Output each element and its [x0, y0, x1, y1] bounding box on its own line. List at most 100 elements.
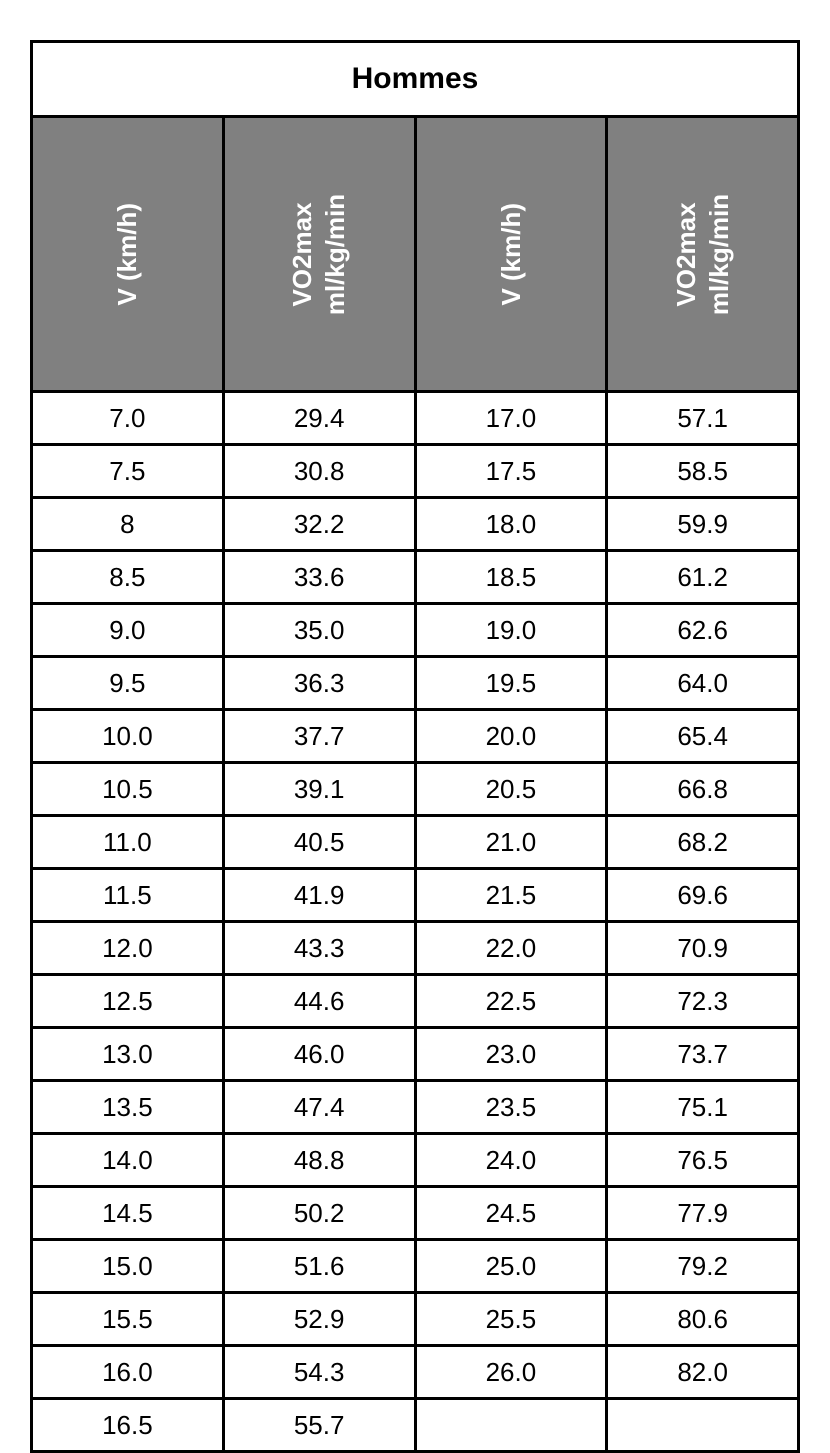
cell-vo2max-2: 59.9 [607, 498, 799, 551]
cell-speed-2 [415, 1399, 607, 1452]
cell-speed-2: 20.5 [415, 763, 607, 816]
col-header-vo2max-1-line2: ml/kg/min [320, 193, 350, 314]
table-row: 16.555.7 [32, 1399, 799, 1452]
cell-vo2max-2: 79.2 [607, 1240, 799, 1293]
title-row: Hommes [32, 42, 799, 117]
table-row: 15.552.925.580.6 [32, 1293, 799, 1346]
cell-vo2max-2: 73.7 [607, 1028, 799, 1081]
cell-vo2max-1: 33.6 [223, 551, 415, 604]
cell-speed-2: 21.0 [415, 816, 607, 869]
cell-speed-1: 16.0 [32, 1346, 224, 1399]
cell-vo2max-2: 57.1 [607, 392, 799, 445]
cell-vo2max-2 [607, 1399, 799, 1452]
cell-speed-1: 12.5 [32, 975, 224, 1028]
cell-speed-1: 13.0 [32, 1028, 224, 1081]
cell-speed-1: 12.0 [32, 922, 224, 975]
cell-vo2max-2: 62.6 [607, 604, 799, 657]
cell-vo2max-2: 61.2 [607, 551, 799, 604]
cell-speed-1: 11.0 [32, 816, 224, 869]
cell-speed-1: 7.5 [32, 445, 224, 498]
cell-speed-1: 14.0 [32, 1134, 224, 1187]
cell-speed-1: 11.5 [32, 869, 224, 922]
table-row: 14.048.824.076.5 [32, 1134, 799, 1187]
cell-vo2max-1: 55.7 [223, 1399, 415, 1452]
table-row: 13.547.423.575.1 [32, 1081, 799, 1134]
col-header-vo2max-1-line1: VO2max [288, 202, 318, 306]
cell-speed-2: 25.5 [415, 1293, 607, 1346]
cell-speed-2: 22.5 [415, 975, 607, 1028]
cell-vo2max-2: 64.0 [607, 657, 799, 710]
cell-speed-1: 15.5 [32, 1293, 224, 1346]
table-row: 12.043.322.070.9 [32, 922, 799, 975]
col-header-vo2max-1: VO2max ml/kg/min [223, 117, 415, 392]
cell-vo2max-1: 48.8 [223, 1134, 415, 1187]
cell-speed-1: 10.5 [32, 763, 224, 816]
cell-vo2max-1: 40.5 [223, 816, 415, 869]
table-row: 11.040.521.068.2 [32, 816, 799, 869]
col-header-vo2max-2-line1: VO2max [671, 202, 701, 306]
cell-vo2max-2: 69.6 [607, 869, 799, 922]
cell-speed-2: 23.0 [415, 1028, 607, 1081]
table-row: 15.051.625.079.2 [32, 1240, 799, 1293]
cell-speed-1: 7.0 [32, 392, 224, 445]
cell-vo2max-1: 41.9 [223, 869, 415, 922]
col-header-vo2max-1-label: VO2max ml/kg/min [287, 193, 352, 314]
cell-vo2max-2: 72.3 [607, 975, 799, 1028]
cell-vo2max-2: 77.9 [607, 1187, 799, 1240]
cell-speed-2: 17.0 [415, 392, 607, 445]
cell-speed-1: 16.5 [32, 1399, 224, 1452]
table-row: 7.029.417.057.1 [32, 392, 799, 445]
cell-speed-1: 10.0 [32, 710, 224, 763]
cell-speed-2: 18.0 [415, 498, 607, 551]
cell-vo2max-2: 82.0 [607, 1346, 799, 1399]
table-row: 9.536.319.564.0 [32, 657, 799, 710]
cell-vo2max-1: 54.3 [223, 1346, 415, 1399]
cell-vo2max-2: 76.5 [607, 1134, 799, 1187]
cell-vo2max-1: 29.4 [223, 392, 415, 445]
table-row: 9.035.019.062.6 [32, 604, 799, 657]
col-header-speed-1-line1: V (km/h) [112, 203, 142, 306]
table-title: Hommes [32, 42, 799, 117]
cell-vo2max-1: 47.4 [223, 1081, 415, 1134]
cell-speed-1: 8.5 [32, 551, 224, 604]
col-header-vo2max-2-label: VO2max ml/kg/min [670, 193, 735, 314]
cell-speed-2: 22.0 [415, 922, 607, 975]
cell-speed-1: 9.5 [32, 657, 224, 710]
cell-speed-1: 14.5 [32, 1187, 224, 1240]
page: Hommes V (km/h) VO2max ml/kg/min V (km [0, 0, 830, 1411]
table-row: 11.541.921.569.6 [32, 869, 799, 922]
cell-vo2max-1: 36.3 [223, 657, 415, 710]
cell-vo2max-2: 68.2 [607, 816, 799, 869]
table-row: 14.550.224.577.9 [32, 1187, 799, 1240]
cell-vo2max-1: 44.6 [223, 975, 415, 1028]
col-header-vo2max-2: VO2max ml/kg/min [607, 117, 799, 392]
table-row: 7.530.817.558.5 [32, 445, 799, 498]
col-header-speed-2: V (km/h) [415, 117, 607, 392]
cell-vo2max-1: 46.0 [223, 1028, 415, 1081]
cell-vo2max-2: 75.1 [607, 1081, 799, 1134]
cell-speed-2: 24.5 [415, 1187, 607, 1240]
cell-speed-2: 23.5 [415, 1081, 607, 1134]
cell-speed-2: 21.5 [415, 869, 607, 922]
table-row: 12.544.622.572.3 [32, 975, 799, 1028]
table-row: 10.539.120.566.8 [32, 763, 799, 816]
table-row: 10.037.720.065.4 [32, 710, 799, 763]
col-header-speed-1-label: V (km/h) [111, 203, 144, 306]
table-row: 16.054.326.082.0 [32, 1346, 799, 1399]
cell-vo2max-1: 50.2 [223, 1187, 415, 1240]
cell-vo2max-1: 32.2 [223, 498, 415, 551]
cell-speed-2: 24.0 [415, 1134, 607, 1187]
cell-vo2max-2: 58.5 [607, 445, 799, 498]
table-row: 8.533.618.561.2 [32, 551, 799, 604]
vo2max-table: Hommes V (km/h) VO2max ml/kg/min V (km [30, 40, 800, 1453]
cell-vo2max-1: 52.9 [223, 1293, 415, 1346]
cell-speed-2: 17.5 [415, 445, 607, 498]
col-header-speed-1: V (km/h) [32, 117, 224, 392]
cell-vo2max-1: 51.6 [223, 1240, 415, 1293]
cell-vo2max-1: 35.0 [223, 604, 415, 657]
header-row: V (km/h) VO2max ml/kg/min V (km/h) [32, 117, 799, 392]
cell-speed-1: 13.5 [32, 1081, 224, 1134]
cell-vo2max-2: 70.9 [607, 922, 799, 975]
cell-speed-2: 19.5 [415, 657, 607, 710]
cell-speed-2: 18.5 [415, 551, 607, 604]
